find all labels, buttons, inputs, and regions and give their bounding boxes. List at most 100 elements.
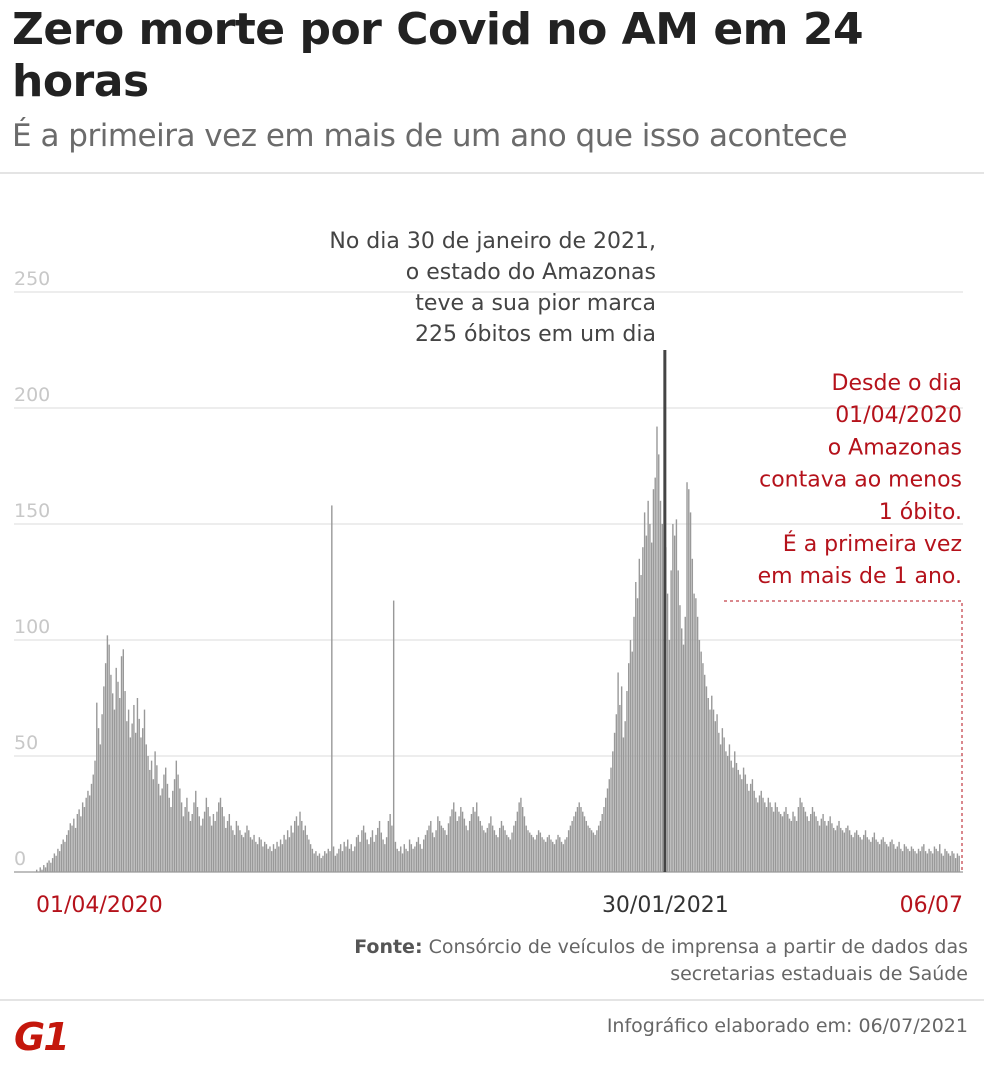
bar [246,825,248,872]
bar [51,858,54,872]
bar [649,524,651,872]
bar [228,814,231,872]
bar [573,816,575,872]
bar [946,851,948,872]
bar [741,779,743,872]
bar [203,811,206,872]
bar [870,841,872,872]
bar [686,482,688,872]
bar [226,820,229,872]
bar [334,855,337,872]
bar [389,814,391,872]
bar [66,834,68,872]
zero-annotation-line: contava ao menos [759,468,962,493]
bar [760,790,762,872]
y-tick-label: 100 [14,616,50,638]
bar [576,807,579,872]
bar [711,695,713,872]
bar [769,802,771,872]
bar [845,827,847,872]
bar [880,839,883,872]
bar [249,837,252,872]
bar [345,846,347,872]
bar [172,790,174,872]
bar [412,848,414,872]
bar [327,848,329,872]
bar [917,848,920,872]
bar [322,855,324,872]
bar [840,827,842,872]
bar [348,848,351,872]
bar [739,774,741,872]
bar [435,830,437,872]
bar [939,844,941,872]
bar [149,769,151,872]
bar [912,848,914,872]
bar [48,860,50,872]
bar [836,825,838,872]
bar [431,832,434,872]
bar [806,816,808,872]
bar [779,814,782,872]
bar [364,832,367,872]
bar [484,832,487,872]
bar [424,834,427,872]
bar [170,807,172,872]
bar [336,853,338,872]
bar [242,837,245,872]
bar [159,795,162,872]
bar [263,841,266,872]
bar [218,802,220,872]
zero-annotation-bracket [724,600,963,870]
bar [449,816,451,872]
bar [147,756,149,872]
bar [546,837,549,872]
bar [329,851,331,872]
bar [893,844,895,872]
header-divider [0,172,984,174]
bar [113,709,116,872]
bar [90,783,93,872]
bar [698,640,701,872]
bar [539,832,542,872]
bar [55,855,57,872]
bar [352,851,354,872]
bar [237,825,239,872]
bar [447,823,450,872]
bar [92,774,94,872]
bar [177,774,179,872]
bar [652,489,655,872]
bar [119,698,121,872]
bar [914,851,916,872]
bar [430,820,432,872]
bar [401,853,404,872]
bar [286,830,289,872]
bar [868,839,870,872]
g1-logo-text: G1 [14,1015,68,1056]
bar [184,807,186,872]
bar [605,797,607,872]
bar [225,827,227,872]
bar [767,797,770,872]
bar [682,644,685,872]
bar [928,848,930,872]
bar [712,709,715,872]
bar [262,846,264,872]
bar [343,841,345,872]
bar [309,844,312,872]
zero-annotation-line: 01/04/2020 [835,403,962,428]
bar [285,839,287,872]
bar [742,767,745,872]
bar [470,814,473,872]
bar [486,827,489,872]
bar [378,820,381,872]
bar [887,846,890,872]
bar [878,844,881,872]
bar [166,783,169,872]
bar [359,841,361,872]
bar [594,834,596,872]
bar [866,837,868,872]
bar [951,851,953,872]
bar [659,500,662,872]
bar [230,825,232,872]
